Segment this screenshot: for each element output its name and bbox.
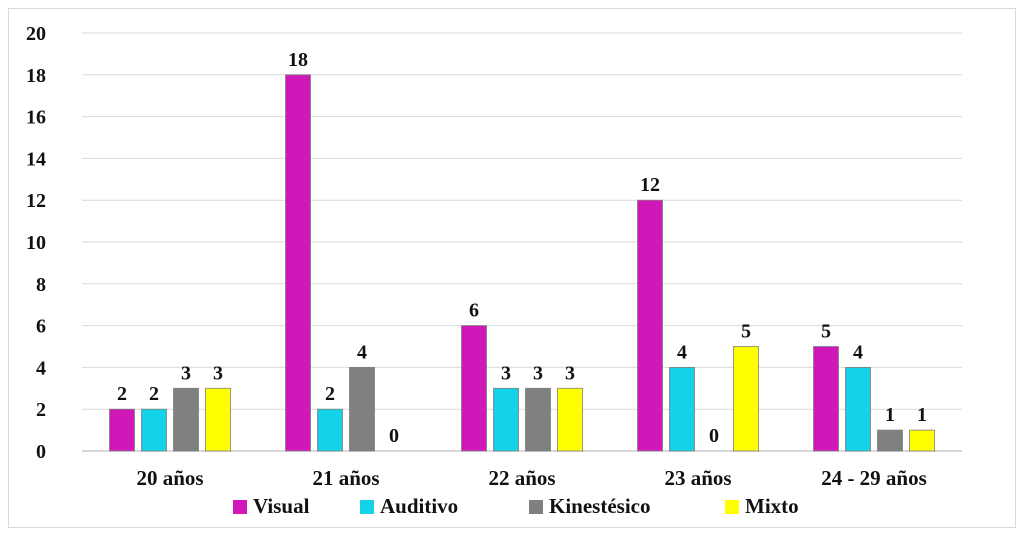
data-label: 5 xyxy=(821,321,831,343)
y-tick-label: 6 xyxy=(36,316,46,338)
y-tick-label: 8 xyxy=(36,274,46,296)
data-label: 0 xyxy=(389,425,399,447)
bar-auditivo xyxy=(493,387,519,452)
bar-kinestésico xyxy=(877,429,903,452)
data-label: 3 xyxy=(181,362,191,384)
y-tick-label: 16 xyxy=(26,107,46,129)
data-label: 2 xyxy=(149,383,159,405)
data-label: 4 xyxy=(853,341,863,363)
x-category-label: 22 años xyxy=(488,466,555,490)
data-label: 3 xyxy=(501,362,511,384)
bar-mixto xyxy=(733,346,759,452)
data-label: 6 xyxy=(469,300,479,322)
bars xyxy=(109,74,935,452)
bar-visual xyxy=(109,408,135,452)
data-label: 3 xyxy=(213,362,223,384)
legend-label-auditivo: Auditivo xyxy=(380,494,458,518)
legend-label-visual: Visual xyxy=(253,494,310,518)
data-label: 2 xyxy=(325,383,335,405)
y-tick-label: 4 xyxy=(36,357,46,379)
bar-visual xyxy=(285,74,311,452)
bar-mixto xyxy=(909,429,935,452)
bar-kinestésico xyxy=(173,387,199,452)
bar-kinestésico xyxy=(349,366,375,452)
data-label: 4 xyxy=(357,341,367,363)
bar-visual xyxy=(813,346,839,452)
data-label: 1 xyxy=(885,404,895,426)
bar-mixto xyxy=(205,387,231,452)
data-label: 0 xyxy=(709,425,719,447)
bar-visual xyxy=(637,199,663,452)
data-label: 4 xyxy=(677,341,687,363)
bar-auditivo xyxy=(845,366,871,452)
y-tick-label: 14 xyxy=(26,148,46,170)
bar-visual xyxy=(461,325,487,452)
x-category-label: 24 - 29 años xyxy=(821,466,927,490)
data-label: 3 xyxy=(565,362,575,384)
y-tick-label: 0 xyxy=(36,441,46,463)
x-category-label: 21 años xyxy=(312,466,379,490)
y-tick-label: 20 xyxy=(26,23,46,45)
bar-mixto xyxy=(557,387,583,452)
data-label: 1 xyxy=(917,404,927,426)
y-tick-label: 12 xyxy=(26,190,46,212)
y-tick-label: 10 xyxy=(26,232,46,254)
data-label: 5 xyxy=(741,321,751,343)
bar-auditivo xyxy=(317,408,343,452)
legend-label-mixto: Mixto xyxy=(745,494,799,518)
y-tick-label: 18 xyxy=(26,65,46,87)
bar-auditivo xyxy=(141,408,167,452)
legend-label-kinestésico: Kinestésico xyxy=(549,494,650,518)
legend-swatch-kinestésico xyxy=(529,500,543,514)
data-label: 18 xyxy=(288,49,308,71)
legend-swatch-auditivo xyxy=(360,500,374,514)
y-tick-label: 2 xyxy=(36,399,46,421)
data-label: 3 xyxy=(533,362,543,384)
legend-swatch-visual xyxy=(233,500,247,514)
y-axis-ticks: 0 2 4 6 8 10 12 14 16 18 20 xyxy=(26,23,46,463)
legend: Visual Auditivo Kinestésico Mixto xyxy=(233,494,799,518)
x-category-label: 20 años xyxy=(136,466,203,490)
data-label: 2 xyxy=(117,383,127,405)
x-axis-categories: 20 años 21 años 22 años 23 años 24 - 29 años xyxy=(136,466,926,490)
bar-kinestésico xyxy=(525,387,551,452)
bar-auditivo xyxy=(669,366,695,452)
x-category-label: 23 años xyxy=(664,466,731,490)
data-label: 12 xyxy=(640,174,660,196)
legend-swatch-mixto xyxy=(725,500,739,514)
